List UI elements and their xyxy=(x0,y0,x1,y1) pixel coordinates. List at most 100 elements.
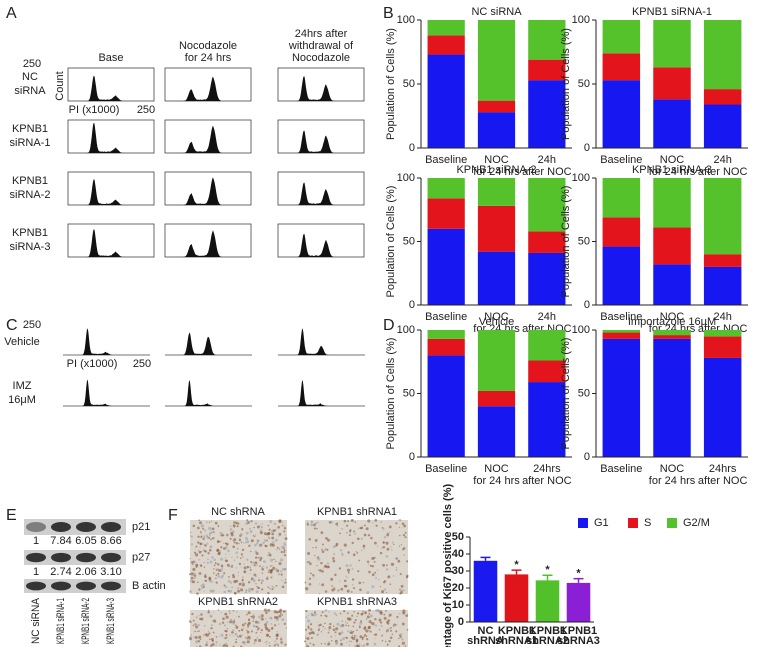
micrograph-speck xyxy=(236,525,239,528)
micrograph-speck xyxy=(305,637,307,639)
micrograph-speck xyxy=(257,627,260,630)
micrograph-speck xyxy=(284,643,287,646)
micrograph-speck xyxy=(402,611,405,615)
micrograph-speck xyxy=(252,535,255,537)
micrograph-speck xyxy=(397,559,401,563)
micrograph-speck xyxy=(283,527,287,530)
micrograph-speck xyxy=(335,542,339,546)
row-label: KPNB1 siRNA-1 xyxy=(10,123,51,149)
bar-segment xyxy=(427,35,465,55)
micrograph-speck xyxy=(206,535,210,539)
micrograph-speck xyxy=(188,637,193,641)
micrograph-speck xyxy=(276,630,278,633)
micrograph-speck xyxy=(267,591,270,595)
micrograph-speck xyxy=(330,635,333,638)
column-header: 24hrs after withdrawal of Nocodazole xyxy=(288,28,354,64)
micrograph-speck xyxy=(261,523,263,525)
micrograph-speck xyxy=(271,541,275,544)
micrograph-speck xyxy=(313,527,316,530)
micrograph-speck xyxy=(194,577,196,579)
micrograph-speck xyxy=(249,527,252,530)
legend-label: G2/M xyxy=(683,517,710,529)
micrograph-speck xyxy=(310,628,313,631)
micrograph-speck xyxy=(391,541,394,544)
micrograph-speck xyxy=(255,583,257,585)
micrograph-speck xyxy=(241,623,245,627)
micrograph-speck xyxy=(383,535,387,539)
micrograph-speck xyxy=(233,541,236,544)
micrograph-speck xyxy=(284,537,288,541)
micrograph-speck xyxy=(341,631,344,634)
band-ratio: 2.06 xyxy=(75,566,96,578)
micrograph-speck xyxy=(235,633,237,635)
micrograph-speck xyxy=(265,620,269,624)
micrograph-speck xyxy=(393,543,395,546)
x-tick-label: Baseline xyxy=(425,154,467,166)
micrograph-speck xyxy=(351,567,354,570)
micrograph-speck xyxy=(399,573,402,576)
micrograph-speck xyxy=(259,556,262,559)
bar-segment xyxy=(703,336,742,358)
micrograph-speck xyxy=(343,519,347,523)
micrograph-speck xyxy=(334,635,337,637)
micrograph-speck xyxy=(255,534,257,536)
x-tick-label: 24h after NOC xyxy=(522,154,572,178)
micrograph-speck xyxy=(209,614,213,618)
micrograph-speck xyxy=(306,523,310,526)
bar-segment xyxy=(703,104,742,148)
axis-max: 250 xyxy=(23,58,41,70)
micrograph-speck xyxy=(281,524,284,527)
micrograph-speck xyxy=(284,581,286,584)
bar-segment xyxy=(477,112,516,148)
micrograph-speck xyxy=(274,538,278,542)
x-tick-label-line: NOC xyxy=(484,154,509,166)
micrograph-speck xyxy=(281,567,285,571)
micrograph-speck xyxy=(229,528,233,531)
bar-segment xyxy=(477,330,516,391)
micrograph-speck xyxy=(305,616,308,619)
micrograph-speck xyxy=(349,564,352,567)
x-tick-label-line: after NOC xyxy=(698,166,748,178)
micrograph-speck xyxy=(193,572,197,576)
histogram-frame xyxy=(67,119,155,154)
micrograph-speck xyxy=(398,518,402,522)
micrograph-speck xyxy=(405,574,409,578)
micrograph-speck xyxy=(284,568,287,571)
micrograph-speck xyxy=(235,624,237,627)
micrograph-speck xyxy=(392,624,395,628)
significance-mark: * xyxy=(514,559,519,571)
lane-label: KPNB1 siRNA-1 xyxy=(55,598,67,644)
micrograph-speck xyxy=(193,551,197,554)
column-header-line: Nocodazole xyxy=(179,40,237,52)
micrograph-speck xyxy=(345,564,349,568)
micrograph-speck xyxy=(327,538,330,542)
bar-segment xyxy=(602,20,641,54)
micrograph-speck xyxy=(334,631,337,634)
x-tick-label-line: Baseline xyxy=(425,463,467,475)
micrograph-speck xyxy=(233,538,237,541)
micrograph-speck xyxy=(206,641,209,644)
micrograph-speck xyxy=(229,620,233,624)
micrograph-speck xyxy=(345,585,348,588)
micrograph-speck xyxy=(368,621,371,624)
x-tick-label: Baseline xyxy=(600,463,642,475)
legend-swatch xyxy=(667,518,677,528)
bar-segment xyxy=(653,330,691,336)
micrograph-speck xyxy=(272,529,276,532)
x-tick-label: Baseline xyxy=(600,311,642,323)
micrograph-speck xyxy=(209,589,213,593)
micrograph-speck xyxy=(343,543,347,547)
micrograph-speck xyxy=(221,566,224,570)
micrograph-speck xyxy=(215,644,217,646)
micrograph-speck xyxy=(243,583,245,585)
micrograph-speck xyxy=(383,613,386,616)
column-header-line: Nocodazole xyxy=(292,52,350,64)
micrograph-speck xyxy=(268,641,271,644)
micrograph-speck xyxy=(216,568,218,570)
micrograph-speck xyxy=(365,527,369,531)
column-header-line: Base xyxy=(98,52,123,64)
y-tick-label: 40 xyxy=(452,548,464,560)
micrograph-speck xyxy=(211,580,214,583)
micrograph-speck xyxy=(260,614,264,618)
